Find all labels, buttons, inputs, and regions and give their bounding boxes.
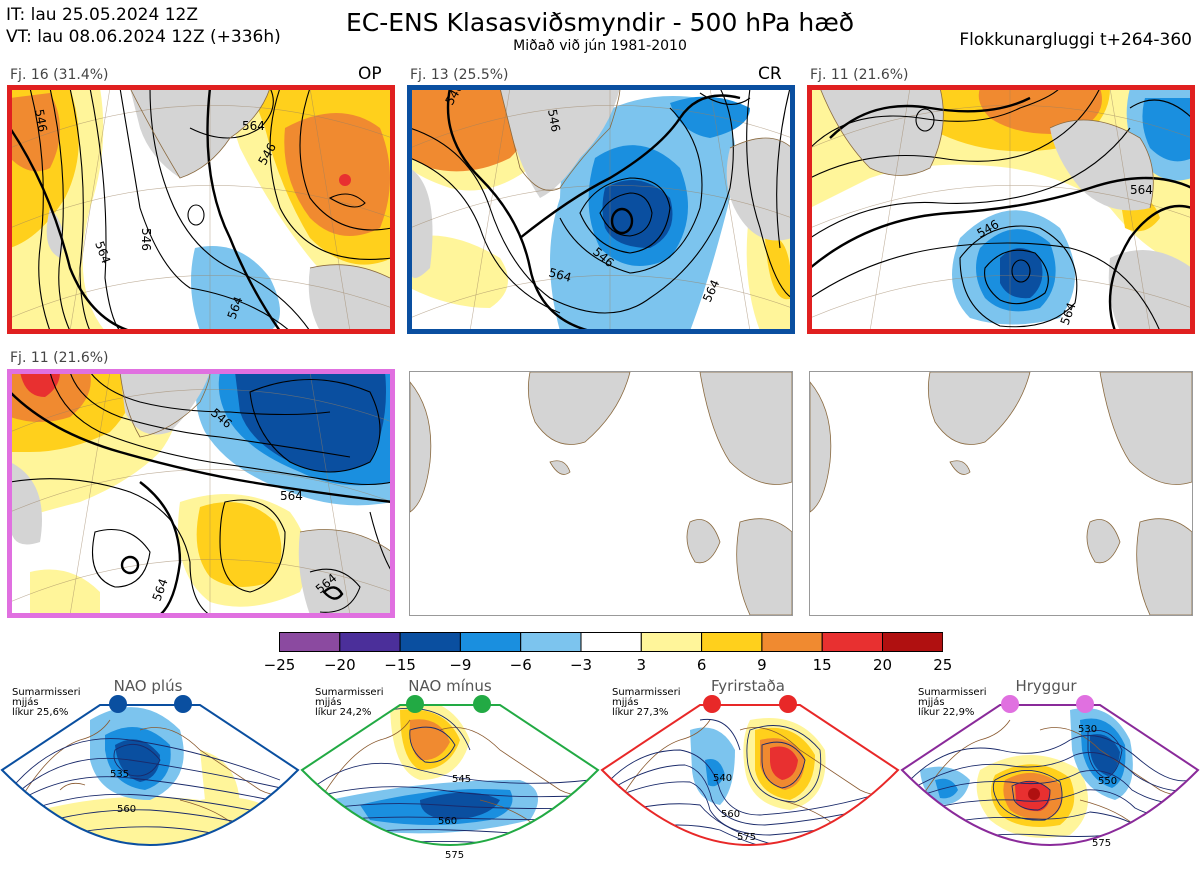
p1-contour-label: 546 (32, 108, 50, 133)
p1-contour-label: 564 (242, 119, 265, 133)
regime-4-contour-label: 575 (1092, 838, 1111, 849)
page-subtitle: Miðað við jún 1981-2010 (513, 38, 687, 54)
regime-map-ridge: 530 550 575 (900, 695, 1200, 849)
colorbar-tick-label: 25 (933, 656, 953, 674)
colorbar-tick-label: −9 (449, 656, 472, 674)
regime-4-name: Hryggur (1015, 677, 1077, 695)
cluster-map-3: 546 564 564 (810, 88, 1192, 331)
p2-contour-label: 546 (545, 108, 563, 133)
valid-time: VT: lau 08.06.2024 12Z (+336h) (6, 27, 281, 47)
panel-4-frame (7, 369, 395, 618)
regime-1-season: Sumarmisseri (12, 687, 81, 698)
initial-time: IT: lau 25.05.2024 12Z (6, 5, 198, 25)
colorbar-segment (882, 632, 944, 652)
colorbar-tick-label: −20 (323, 656, 356, 674)
colorbar-tick-label: 15 (812, 656, 832, 674)
panel-2-label: Fj. 13 (25.5%) (410, 67, 509, 83)
colorbar-segment (339, 632, 401, 652)
regime-3-name: Fyrirstaða (711, 677, 785, 695)
panel-2-tag: CR (758, 64, 782, 84)
regime-4-info: Sumarmisseri mjjás líkur 22,9% (918, 688, 986, 718)
colorbar-segment (640, 632, 703, 652)
regime-1-contour-label: 560 (117, 804, 136, 815)
empty-map-6 (809, 371, 1193, 616)
regime-3-season: Sumarmisseri (612, 687, 681, 698)
regime-4-contour-label: 530 (1078, 724, 1097, 735)
cluster-map-4: 546 564 564 564 (10, 372, 392, 615)
colorbar-tick-label: −6 (509, 656, 532, 674)
regime-2-name: NAO mínus (408, 677, 492, 695)
empty-map-5 (409, 371, 793, 616)
regime-2-probability: líkur 24,2% (315, 707, 372, 718)
regime-2-info: Sumarmisseri mjjás líkur 24,2% (315, 688, 383, 718)
regime-1-probability: líkur 25,6% (12, 707, 69, 718)
regime-4-season: Sumarmisseri (918, 687, 987, 698)
regime-2-season: Sumarmisseri (315, 687, 384, 698)
panel-1-frame (7, 85, 395, 334)
colorbar-tick-label: 20 (872, 656, 893, 674)
regime-2-contour-label: 575 (445, 850, 464, 861)
p1-contour-label: 546 (139, 228, 153, 251)
regime-map-nao-minus: 545 560 575 (300, 695, 600, 861)
regime-4-probability: líkur 22,9% (918, 707, 975, 718)
colorbar-segment (821, 632, 884, 652)
panel-3-label: Fj. 11 (21.6%) (810, 67, 909, 83)
cluster-map-1: 546 564 546 564 564 546 (10, 88, 392, 331)
regime-3-contour-label: 540 (713, 773, 732, 784)
colorbar-segment (580, 632, 642, 652)
regime-1-contour-label: 535 (110, 769, 129, 780)
p2-contour-label: 564 (547, 265, 573, 284)
regime-2-contour-label: 545 (452, 774, 471, 785)
p3-contour-label: 564 (1130, 183, 1153, 197)
regime-1-months: mjjás (12, 697, 39, 708)
colorbar-tick-label: 9 (757, 656, 767, 674)
header-info: IT: lau 25.05.2024 12Z VT: lau 08.06.202… (6, 4, 281, 48)
colorbar-tick-label: −3 (569, 656, 593, 674)
colorbar-tick-label: 6 (696, 656, 707, 674)
panel-4-label: Fj. 11 (21.6%) (10, 350, 109, 366)
colorbar-segment (761, 632, 823, 652)
p4-contour-label: 564 (280, 489, 303, 503)
colorbar-tick-label: −25 (263, 656, 296, 674)
regime-3-months: mjjás (612, 697, 639, 708)
regime-4-months: mjjás (918, 697, 945, 708)
regime-4-contour-label: 550 (1098, 776, 1117, 787)
colorbar-tick-label: −15 (384, 656, 416, 674)
regime-2-contour-label: 560 (438, 816, 457, 827)
classification-window: Flokkunargluggi t+264-360 (959, 30, 1192, 50)
regime-2-months: mjjás (315, 697, 342, 708)
regime-map-nao-plus: 535 560 (0, 695, 300, 846)
panel-2-frame (407, 85, 795, 334)
regime-1-name: NAO plús (113, 677, 183, 695)
regime-3-contour-label: 560 (721, 809, 740, 820)
colorbar-tick-label: 3 (636, 656, 647, 674)
colorbar-segment (279, 632, 341, 652)
colorbar-segment (459, 632, 522, 652)
regime-3-contour-label: 575 (737, 832, 756, 843)
colorbar-segment (399, 632, 461, 652)
anomaly-colorbar (279, 632, 944, 656)
regime-1-info: Sumarmisseri mjjás líkur 25,6% (12, 688, 80, 718)
cluster-map-2: 546 546 564 564 546 (410, 88, 792, 331)
page-title: EC-ENS Klasasviðsmyndir - 500 hPa hæð (345, 8, 855, 37)
panel-1-label: Fj. 16 (31.4%) (10, 67, 109, 83)
regime-map-blocking: 540 560 575 (600, 695, 900, 846)
regime-3-probability: líkur 27,3% (612, 707, 669, 718)
panel-1-tag: OP (358, 64, 382, 84)
regime-3-info: Sumarmisseri mjjás líkur 27,3% (612, 688, 680, 718)
colorbar-segment (701, 632, 763, 652)
colorbar-segment (520, 632, 582, 652)
panel-3-frame (807, 85, 1195, 334)
